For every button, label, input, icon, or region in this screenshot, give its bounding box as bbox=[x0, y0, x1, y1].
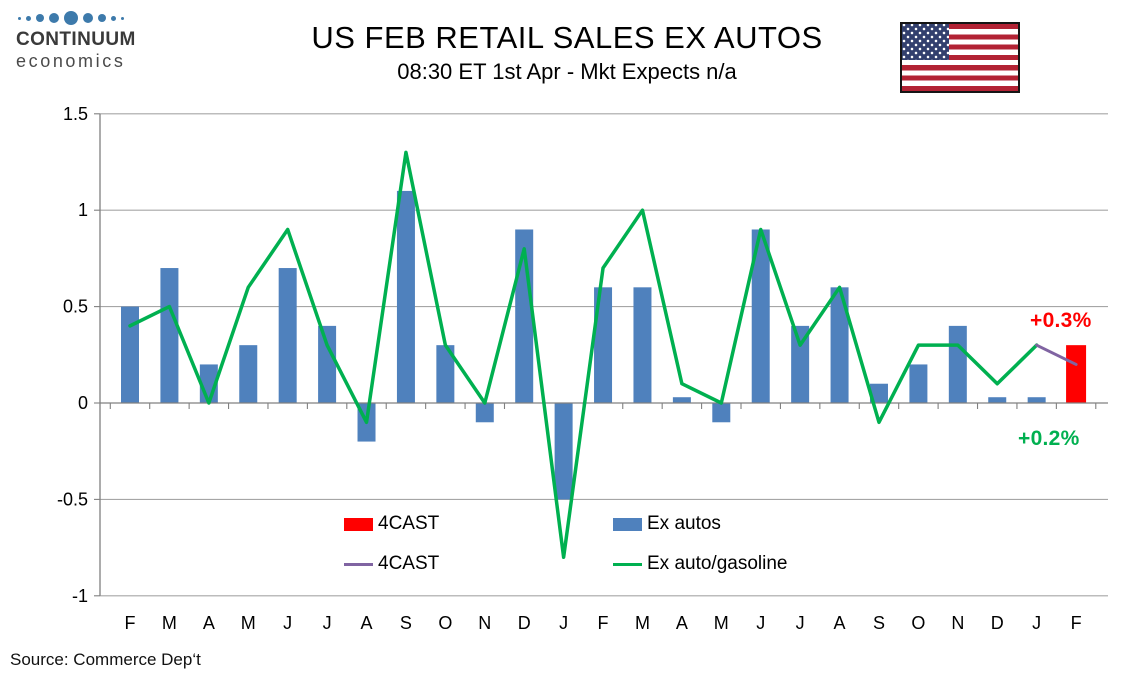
bar-ex-autos bbox=[751, 229, 770, 403]
legend-item-4cast-line: 4CAST bbox=[344, 553, 439, 575]
x-axis-label: N bbox=[951, 613, 964, 633]
legend-swatch-blue-bar bbox=[613, 517, 642, 531]
x-axis-label: A bbox=[676, 613, 688, 633]
x-axis-label: J bbox=[1032, 613, 1041, 633]
title-block: US FEB RETAIL SALES EX AUTOS 08:30 ET 1s… bbox=[0, 20, 1134, 85]
x-axis-label: M bbox=[162, 613, 177, 633]
y-axis-label: 0.5 bbox=[63, 297, 88, 317]
bar-ex-autos bbox=[712, 403, 731, 423]
legend-label: 4CAST bbox=[378, 513, 440, 534]
bar-ex-autos bbox=[594, 287, 613, 403]
legend-label: 4CAST bbox=[378, 553, 440, 574]
bar-ex-autos bbox=[436, 345, 455, 403]
legend-label: Ex autos bbox=[647, 513, 721, 534]
legend-item-ex-auto-gasoline: Ex auto/gasoline bbox=[613, 553, 788, 575]
bar-ex-autos bbox=[121, 306, 139, 403]
bar-ex-autos bbox=[869, 383, 888, 403]
y-axis-label: 1 bbox=[78, 200, 88, 220]
bar-ex-autos bbox=[1027, 397, 1046, 403]
bar-ex-autos bbox=[988, 397, 1007, 403]
annotation-ex-autos-forecast: +0.3% bbox=[1030, 309, 1092, 332]
x-axis-label: A bbox=[203, 613, 215, 633]
bar-ex-autos bbox=[318, 325, 337, 403]
chart-title: US FEB RETAIL SALES EX AUTOS bbox=[311, 20, 823, 55]
bar-ex-autos bbox=[672, 397, 691, 403]
x-axis-label: N bbox=[478, 613, 491, 633]
bar-ex-autos bbox=[554, 403, 573, 500]
bar-ex-autos bbox=[160, 268, 179, 403]
x-axis-label: M bbox=[714, 613, 729, 633]
legend-item-4cast-bar: 4CAST bbox=[344, 513, 439, 535]
chart-subtitle: 08:30 ET 1st Apr - Mkt Expects n/a bbox=[397, 59, 737, 84]
legend-item-ex-autos: Ex autos bbox=[613, 513, 721, 535]
y-axis-label: 0 bbox=[78, 393, 88, 413]
y-axis-label: -1 bbox=[72, 586, 88, 606]
x-axis-label: F bbox=[598, 613, 609, 633]
x-axis-label: J bbox=[756, 613, 765, 633]
bar-4cast-forecast bbox=[1066, 345, 1087, 403]
x-axis-label: A bbox=[834, 613, 846, 633]
x-axis-label: J bbox=[283, 613, 292, 633]
legend-swatch-red-bar bbox=[344, 517, 373, 531]
logo-text-continuum: CONTINUUM bbox=[16, 29, 136, 50]
legend-label: Ex auto/gasoline bbox=[647, 553, 788, 574]
x-axis-label: M bbox=[635, 613, 650, 633]
bar-ex-autos bbox=[396, 190, 415, 403]
x-axis-label: S bbox=[873, 613, 885, 633]
x-axis-label: D bbox=[991, 613, 1004, 633]
y-axis-label: 1.5 bbox=[63, 104, 88, 124]
bar-ex-autos bbox=[239, 345, 258, 403]
us-flag-canton bbox=[902, 24, 949, 60]
logo-text-economics: economics bbox=[16, 51, 126, 71]
bar-ex-autos bbox=[278, 268, 297, 403]
x-axis-label: A bbox=[361, 613, 373, 633]
us-flag-icon bbox=[900, 22, 1020, 93]
x-axis-label: S bbox=[400, 613, 412, 633]
x-axis-label: O bbox=[438, 613, 452, 633]
line-4cast-forecast bbox=[1035, 343, 1078, 366]
source-note: Source: Commerce Dep‘t bbox=[10, 650, 201, 669]
x-axis-label: O bbox=[911, 613, 925, 633]
x-axis-label: J bbox=[559, 613, 568, 633]
legend-swatch-green-line bbox=[613, 562, 642, 566]
x-axis-label: D bbox=[518, 613, 531, 633]
x-axis-label: J bbox=[323, 613, 332, 633]
bar-ex-autos bbox=[633, 287, 652, 403]
logo-dots-icon bbox=[16, 10, 166, 26]
annotation-ex-auto-gasoline-forecast: +0.2% bbox=[1018, 427, 1080, 450]
bar-ex-autos bbox=[909, 364, 928, 403]
bar-ex-autos bbox=[791, 325, 810, 403]
y-axis-label: -0.5 bbox=[57, 489, 88, 509]
legend-swatch-purple-line bbox=[344, 562, 373, 566]
line-ex-auto-gasoline bbox=[128, 150, 1039, 559]
bar-ex-autos bbox=[475, 403, 494, 423]
bar-ex-autos bbox=[948, 325, 967, 403]
x-axis-label: J bbox=[796, 613, 805, 633]
x-axis-label: F bbox=[1071, 613, 1082, 633]
bar-ex-autos bbox=[830, 287, 849, 403]
x-axis-label: M bbox=[241, 613, 256, 633]
continuum-economics-logo: CONTINUUM economics bbox=[16, 10, 166, 72]
x-axis-label: F bbox=[125, 613, 136, 633]
